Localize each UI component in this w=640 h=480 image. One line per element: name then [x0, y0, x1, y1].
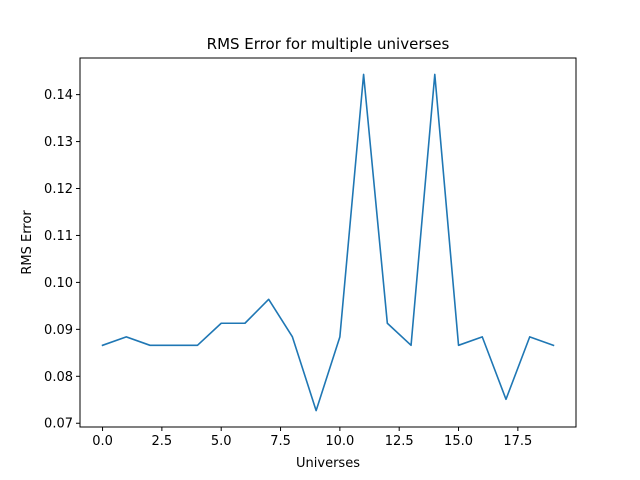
y-tick-label: 0.12 — [44, 182, 73, 197]
y-tick-label: 0.14 — [44, 88, 73, 103]
y-axis-title: RMS Error — [20, 210, 35, 275]
y-tick-label: 0.10 — [44, 276, 73, 291]
plot-area — [101, 73, 555, 412]
x-tick-label: 17.5 — [503, 434, 532, 449]
y-tick-label: 0.13 — [44, 135, 73, 150]
series-line-0 — [101, 73, 555, 412]
y-tick-label: 0.11 — [44, 229, 73, 244]
x-axis-title: Universes — [296, 456, 360, 471]
x-tick-label: 0.0 — [92, 434, 113, 449]
x-tick-label: 12.5 — [385, 434, 414, 449]
x-tick-label: 7.5 — [270, 434, 291, 449]
x-tick-label: 5.0 — [211, 434, 232, 449]
axis-ticks: 0.0 2.5 5.0 7.5 10.0 12.5 15.0 17.5 0.07 0.08 0.09… — [44, 88, 532, 449]
y-tick-label: 0.08 — [44, 370, 73, 385]
x-tick-label: 10.0 — [325, 434, 354, 449]
chart-title: RMS Error for multiple universes — [207, 35, 450, 53]
x-tick-label: 15.0 — [444, 434, 473, 449]
axes-frame — [79, 57, 577, 428]
x-tick-label: 2.5 — [152, 434, 173, 449]
y-tick-label: 0.09 — [44, 323, 73, 338]
y-tick-label: 0.07 — [44, 417, 73, 432]
